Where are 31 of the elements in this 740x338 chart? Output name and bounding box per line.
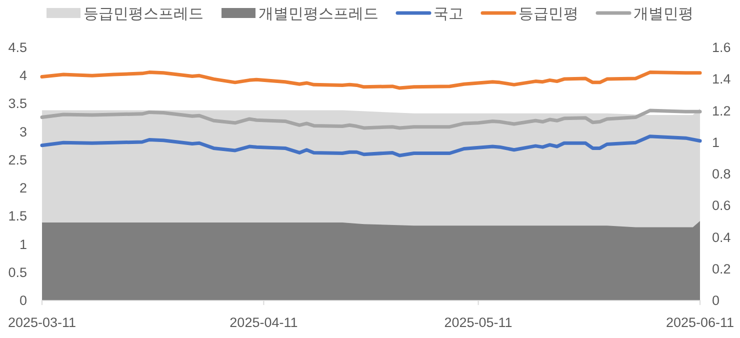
legend-label: 개별민평 bbox=[634, 6, 694, 22]
y2-tick-label: 1.2 bbox=[712, 103, 731, 118]
y-tick-label: 1.5 bbox=[8, 208, 27, 224]
y2-tick-label: 1.4 bbox=[712, 72, 732, 87]
line-series bbox=[40, 70, 702, 90]
legend-label: 등급민평 bbox=[518, 6, 578, 22]
y2-tick-label: 1.6 bbox=[712, 40, 731, 55]
legend-label: 개별민평스프레드 bbox=[258, 6, 378, 22]
legend-label: 등급민평스프레드 bbox=[84, 6, 204, 22]
y2-tick-label: 0 bbox=[712, 293, 720, 308]
y2-tick-label: 0.2 bbox=[712, 261, 731, 276]
x-tick-label: 2025-05-11 bbox=[444, 315, 512, 330]
y-tick-label: 2.5 bbox=[8, 152, 27, 168]
y2-tick-label: 0.4 bbox=[712, 230, 732, 245]
y-tick-label: 4.5 bbox=[8, 40, 27, 55]
legend-label: 국고 bbox=[434, 6, 464, 22]
x-tick-label: 2025-03-11 bbox=[8, 315, 76, 330]
y-tick-label: 1 bbox=[19, 236, 27, 252]
x-tick-label: 2025-04-11 bbox=[230, 315, 298, 330]
y-tick-label: 3.5 bbox=[8, 96, 27, 112]
y2-tick-label: 0.8 bbox=[712, 166, 731, 182]
y2-tick-label: 0.6 bbox=[712, 198, 731, 214]
line-series bbox=[40, 134, 702, 158]
y-tick-label: 0.5 bbox=[8, 264, 27, 280]
y-tick-label: 0 bbox=[19, 293, 27, 308]
y2-tick-label: 1 bbox=[712, 134, 720, 150]
y-tick-label: 4 bbox=[19, 68, 28, 84]
x-tick-label: 2025-06-11 bbox=[666, 315, 734, 330]
line-series bbox=[40, 108, 702, 130]
y-tick-label: 2 bbox=[19, 180, 27, 196]
y-tick-label: 3 bbox=[19, 124, 27, 140]
